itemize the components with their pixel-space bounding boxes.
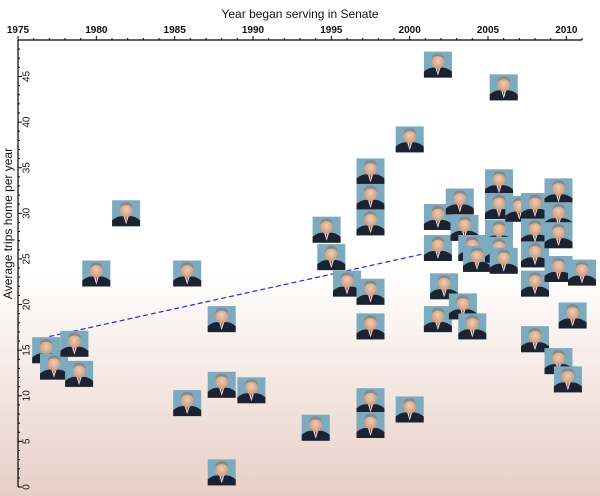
x-tick-label: 1995 bbox=[320, 25, 343, 36]
senator-photo-point[interactable] bbox=[356, 412, 385, 438]
x-axis-title: Year began serving in Senate bbox=[221, 7, 378, 21]
y-tick-label: 5 bbox=[22, 438, 33, 444]
axis-labels-layer: Year began serving in Senate Average tri… bbox=[1, 7, 379, 299]
senator-photo-point[interactable] bbox=[544, 178, 573, 205]
senator-photo-point[interactable] bbox=[237, 377, 266, 404]
senator-portrait-image bbox=[317, 244, 346, 271]
senator-photo-point[interactable] bbox=[173, 390, 202, 417]
senator-portrait-image bbox=[312, 216, 341, 243]
senator-photo-point[interactable] bbox=[423, 306, 452, 333]
senator-portrait-image bbox=[173, 390, 202, 417]
trend-line-layer bbox=[49, 252, 426, 338]
y-tick-label: 25 bbox=[22, 253, 33, 265]
senator-photo-point[interactable] bbox=[356, 313, 385, 340]
senator-portrait-image bbox=[445, 188, 474, 215]
senator-photo-point[interactable] bbox=[356, 158, 385, 185]
senator-portrait-image bbox=[207, 459, 236, 486]
senator-portrait-image bbox=[356, 313, 385, 340]
senator-portrait-image bbox=[82, 260, 111, 287]
senator-portrait-image bbox=[356, 388, 385, 415]
senator-photo-point[interactable] bbox=[207, 459, 236, 486]
trend-line bbox=[49, 252, 426, 338]
x-tick-label: 1980 bbox=[85, 25, 108, 36]
senator-photo-point[interactable] bbox=[445, 188, 474, 215]
senator-portrait-image bbox=[395, 396, 424, 423]
y-tick-label: 15 bbox=[22, 344, 33, 356]
senator-portrait-image bbox=[356, 412, 385, 438]
senator-portrait-image bbox=[458, 313, 487, 340]
y-tick-label: 30 bbox=[22, 207, 33, 219]
senator-photo-point[interactable] bbox=[395, 396, 424, 423]
senator-portrait-image bbox=[237, 377, 266, 404]
x-tick-label: 1985 bbox=[164, 25, 187, 36]
senator-portrait-image bbox=[356, 158, 385, 185]
senator-photo-point[interactable] bbox=[173, 260, 202, 287]
senator-photo-point[interactable] bbox=[423, 51, 452, 78]
senator-photo-point[interactable] bbox=[65, 360, 94, 387]
y-tick-label: 20 bbox=[22, 299, 33, 311]
senator-photo-point[interactable] bbox=[317, 244, 346, 271]
senator-portrait-image bbox=[489, 247, 518, 274]
senator-portrait-image bbox=[544, 222, 573, 249]
senator-photo-point[interactable] bbox=[423, 235, 452, 261]
senator-photo-point[interactable] bbox=[356, 388, 385, 415]
senator-photo-point[interactable] bbox=[301, 414, 330, 441]
senator-portrait-image bbox=[423, 51, 452, 78]
senator-photo-point[interactable] bbox=[568, 259, 596, 286]
senator-portrait-image bbox=[112, 200, 141, 227]
senator-portrait-image bbox=[60, 330, 89, 357]
senator-portrait-image bbox=[173, 260, 202, 287]
x-tick-label: 2000 bbox=[399, 25, 422, 36]
y-tick-label: 35 bbox=[22, 162, 33, 174]
senator-photo-point[interactable] bbox=[558, 302, 587, 329]
senator-portrait-image bbox=[544, 178, 573, 205]
senator-portrait-image bbox=[65, 360, 94, 387]
y-tick-label: 0 bbox=[22, 484, 33, 490]
y-tick-label: 40 bbox=[22, 116, 33, 128]
y-tick-label: 10 bbox=[22, 390, 33, 402]
senator-portrait-image bbox=[553, 366, 582, 393]
senator-portrait-image bbox=[356, 183, 385, 210]
senator-portrait-image bbox=[423, 235, 452, 261]
senator-photo-point[interactable] bbox=[356, 278, 385, 305]
senator-photo-point[interactable] bbox=[458, 313, 487, 340]
x-tick-label: 1975 bbox=[7, 25, 30, 36]
senator-photo-point[interactable] bbox=[489, 247, 518, 274]
senator-photo-point[interactable] bbox=[544, 222, 573, 249]
senator-portrait-image bbox=[356, 209, 385, 236]
senator-photo-point[interactable] bbox=[356, 183, 385, 210]
senator-portrait-image bbox=[568, 259, 596, 286]
senator-portrait-image bbox=[207, 371, 236, 398]
senator-portrait-image bbox=[40, 353, 68, 380]
senator-photo-point[interactable] bbox=[553, 366, 582, 393]
senator-photo-point[interactable] bbox=[395, 126, 424, 153]
senator-photo-point[interactable] bbox=[82, 260, 111, 287]
senator-portrait-image bbox=[558, 302, 587, 329]
senator-portrait-image bbox=[356, 278, 385, 305]
senator-portrait-image bbox=[395, 126, 424, 153]
senator-photo-point[interactable] bbox=[489, 74, 518, 101]
senator-photo-point[interactable] bbox=[112, 200, 141, 227]
senator-portrait-image bbox=[423, 306, 452, 333]
y-axis-title: Average trips home per year bbox=[1, 148, 15, 299]
senator-portrait-image bbox=[207, 306, 236, 333]
senator-portrait-image bbox=[489, 74, 518, 101]
senator-photo-point[interactable] bbox=[40, 353, 68, 380]
axes: 1975 1980 1985 1990 1995 2000 2005 2010 0 5 10 15 20… bbox=[7, 25, 583, 490]
senator-photo-point[interactable] bbox=[485, 169, 513, 196]
senator-portrait-image bbox=[485, 169, 513, 196]
senator-photo-point[interactable] bbox=[207, 306, 236, 333]
y-tick-label: 45 bbox=[22, 70, 33, 82]
x-tick-label: 2010 bbox=[555, 25, 578, 36]
senator-photo-point[interactable] bbox=[356, 209, 385, 236]
senator-photo-point[interactable] bbox=[312, 216, 341, 243]
x-tick-label: 2005 bbox=[477, 25, 500, 36]
senator-photo-point[interactable] bbox=[207, 371, 236, 398]
senator-portrait-image bbox=[301, 414, 330, 441]
x-tick-label: 1990 bbox=[242, 25, 265, 36]
senator-photo-point[interactable] bbox=[60, 330, 89, 357]
